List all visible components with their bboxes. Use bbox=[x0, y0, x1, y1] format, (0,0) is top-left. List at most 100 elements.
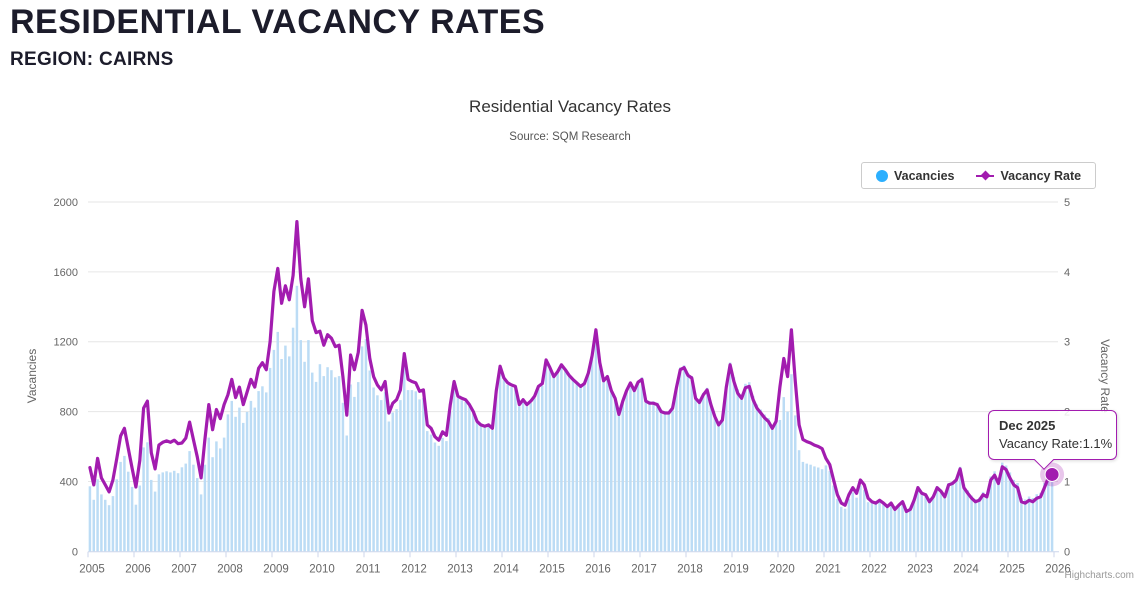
vacancy-bar[interactable] bbox=[429, 434, 433, 552]
vacancy-bar[interactable] bbox=[705, 387, 709, 552]
vacancy-bar[interactable] bbox=[974, 499, 977, 552]
vacancy-bar[interactable] bbox=[176, 473, 180, 552]
vacancy-bar[interactable] bbox=[295, 285, 299, 552]
vacancy-bar[interactable] bbox=[813, 466, 816, 552]
vacancy-bar[interactable] bbox=[579, 386, 582, 552]
vacancy-bar[interactable] bbox=[180, 467, 184, 552]
vacancy-bar[interactable] bbox=[357, 382, 360, 552]
vacancy-bar[interactable] bbox=[142, 447, 145, 552]
vacancy-bar[interactable] bbox=[449, 411, 452, 552]
vacancy-bar[interactable] bbox=[901, 501, 904, 552]
vacancy-bar[interactable] bbox=[548, 367, 552, 552]
vacancy-bar[interactable] bbox=[153, 491, 157, 552]
vacancy-bar[interactable] bbox=[1035, 494, 1039, 552]
vacancy-bar[interactable] bbox=[253, 407, 257, 552]
highcharts-credits-link[interactable]: Highcharts.com bbox=[1064, 570, 1134, 581]
vacancy-bar[interactable] bbox=[330, 370, 333, 552]
vacancy-bar[interactable] bbox=[111, 496, 115, 552]
vacancy-bar[interactable] bbox=[353, 396, 356, 552]
vacancy-bar[interactable] bbox=[514, 388, 517, 552]
vacancy-bar[interactable] bbox=[510, 387, 513, 552]
vacancy-bar[interactable] bbox=[759, 409, 763, 552]
vacancy-bar[interactable] bbox=[606, 376, 609, 552]
vacancy-bar[interactable] bbox=[713, 414, 717, 552]
vacancy-bar[interactable] bbox=[192, 464, 195, 552]
vacancy-bar[interactable] bbox=[978, 497, 981, 552]
vacancy-bar[interactable] bbox=[621, 401, 625, 552]
vacancy-bar[interactable] bbox=[640, 377, 644, 552]
vacancy-bar[interactable] bbox=[268, 367, 272, 552]
vacancy-bar[interactable] bbox=[636, 382, 640, 552]
vacancy-bar[interactable] bbox=[893, 509, 897, 552]
vacancy-bar[interactable] bbox=[521, 401, 525, 552]
vacancy-bar[interactable] bbox=[709, 402, 713, 552]
vacancy-bar[interactable] bbox=[230, 400, 234, 552]
vacancy-bar[interactable] bbox=[955, 478, 958, 552]
vacancy-bar[interactable] bbox=[656, 402, 659, 552]
vacancy-bar[interactable] bbox=[1024, 499, 1027, 552]
vacancy-bar[interactable] bbox=[184, 463, 188, 552]
vacancy-bar[interactable] bbox=[828, 471, 832, 552]
vacancy-bar[interactable] bbox=[414, 391, 418, 552]
vacancy-bar[interactable] bbox=[1004, 465, 1008, 552]
vacancy-bar[interactable] bbox=[207, 437, 211, 552]
vacancy-bar[interactable] bbox=[134, 504, 138, 552]
vacancy-bar[interactable] bbox=[349, 384, 352, 552]
vacancy-bar[interactable] bbox=[537, 388, 540, 552]
vacancy-bar[interactable] bbox=[426, 431, 429, 552]
vacancy-bar[interactable] bbox=[487, 426, 490, 552]
vacancy-bar[interactable] bbox=[107, 505, 111, 552]
vacancy-bar[interactable] bbox=[866, 502, 870, 552]
vacancy-bar[interactable] bbox=[966, 490, 970, 552]
vacancy-bar[interactable] bbox=[924, 493, 927, 552]
vacancy-bar[interactable] bbox=[146, 442, 149, 552]
vacancy-bar[interactable] bbox=[663, 411, 667, 552]
vacancy-bar[interactable] bbox=[456, 398, 460, 552]
vacancy-bar[interactable] bbox=[219, 448, 222, 552]
vacancy-bar[interactable] bbox=[552, 376, 556, 552]
vacancy-bar[interactable] bbox=[625, 390, 628, 552]
vacancy-bar[interactable] bbox=[774, 418, 778, 552]
vacancy-bar[interactable] bbox=[92, 499, 96, 552]
vacancy-bar[interactable] bbox=[303, 361, 306, 552]
vacancy-bar[interactable] bbox=[751, 395, 755, 552]
vacancy-bar[interactable] bbox=[728, 362, 732, 552]
vacancy-bar[interactable] bbox=[376, 395, 379, 552]
vacancy-bar[interactable] bbox=[345, 435, 349, 552]
vacancy-bar[interactable] bbox=[790, 374, 793, 552]
vacancy-bar[interactable] bbox=[882, 503, 885, 552]
vacancy-bar[interactable] bbox=[794, 415, 797, 552]
vacancy-bar[interactable] bbox=[1039, 492, 1042, 552]
vacancy-bar[interactable] bbox=[360, 346, 364, 552]
vacancy-bar[interactable] bbox=[245, 411, 249, 552]
vacancy-bar[interactable] bbox=[602, 380, 605, 552]
vacancy-bar[interactable] bbox=[460, 400, 464, 552]
vacancy-bar[interactable] bbox=[468, 406, 471, 552]
vacancy-bar[interactable] bbox=[702, 392, 705, 552]
vacancy-bar[interactable] bbox=[475, 422, 479, 552]
vacancy-bar[interactable] bbox=[452, 390, 456, 552]
vacancy-bar[interactable] bbox=[410, 390, 414, 552]
vacancy-bar[interactable] bbox=[659, 409, 663, 552]
vacancy-bar[interactable] bbox=[613, 398, 617, 552]
vacancy-bar[interactable] bbox=[870, 501, 874, 552]
vacancy-bar[interactable] bbox=[981, 491, 985, 552]
vacancy-bar[interactable] bbox=[276, 331, 280, 552]
vacancy-bar[interactable] bbox=[874, 503, 878, 552]
vacancy-bar[interactable] bbox=[464, 401, 467, 552]
vacancy-bar[interactable] bbox=[648, 401, 651, 552]
vacancy-bar[interactable] bbox=[261, 386, 264, 552]
vacancy-bar[interactable] bbox=[740, 394, 743, 552]
vacancy-bar[interactable] bbox=[859, 485, 862, 552]
vacancy-bar[interactable] bbox=[403, 366, 406, 552]
vacancy-bar[interactable] bbox=[288, 356, 291, 552]
vacancy-bar[interactable] bbox=[564, 369, 567, 552]
vacancy-bar[interactable] bbox=[690, 376, 694, 552]
vacancy-bar[interactable] bbox=[598, 362, 602, 552]
vacancy-bar[interactable] bbox=[698, 400, 701, 552]
vacancy-bar[interactable] bbox=[326, 367, 329, 552]
vacancy-bar[interactable] bbox=[610, 390, 613, 552]
vacancy-bar[interactable] bbox=[318, 364, 322, 552]
vacancy-bar[interactable] bbox=[587, 373, 590, 552]
vacancy-bar[interactable] bbox=[1020, 498, 1023, 552]
